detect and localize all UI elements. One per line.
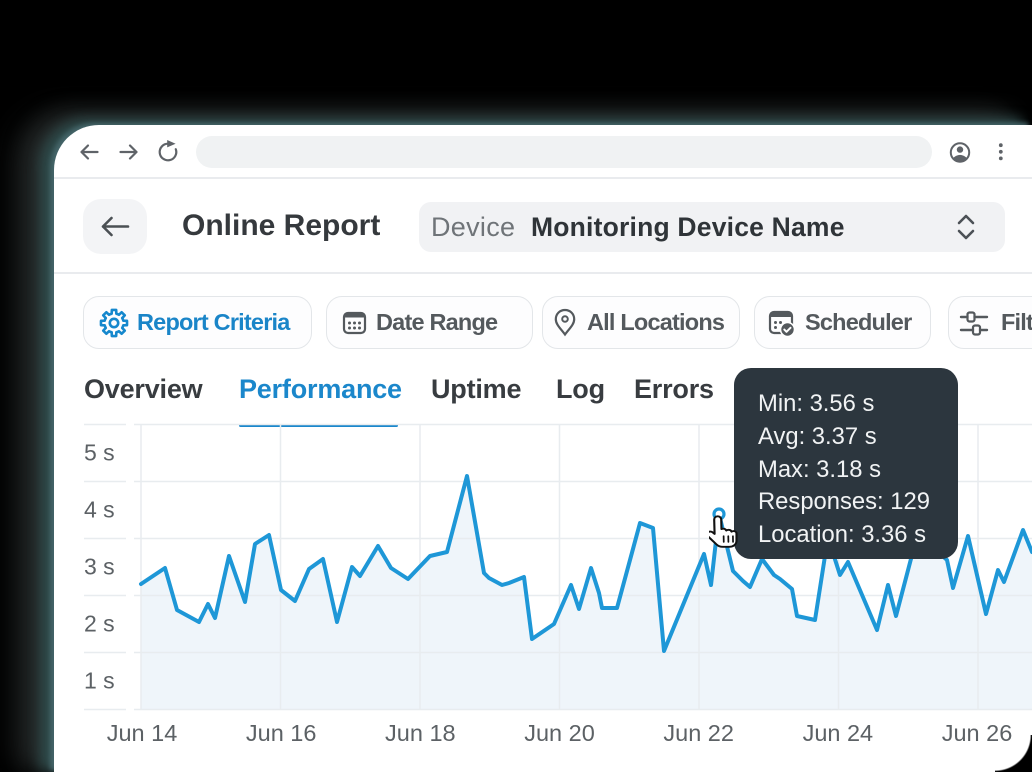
svg-text:4 s: 4 s	[84, 497, 115, 523]
svg-text:Jun 14: Jun 14	[107, 720, 178, 746]
svg-text:Jun 18: Jun 18	[385, 720, 456, 746]
svg-text:Jun 20: Jun 20	[524, 720, 595, 746]
svg-text:Jun 24: Jun 24	[803, 720, 874, 746]
svg-text:Jun 22: Jun 22	[663, 720, 734, 746]
svg-text:2 s: 2 s	[84, 611, 115, 637]
svg-text:1 s: 1 s	[84, 668, 115, 694]
svg-text:5 s: 5 s	[84, 440, 115, 466]
svg-text:Jun 16: Jun 16	[246, 720, 317, 746]
svg-text:3 s: 3 s	[84, 554, 115, 580]
